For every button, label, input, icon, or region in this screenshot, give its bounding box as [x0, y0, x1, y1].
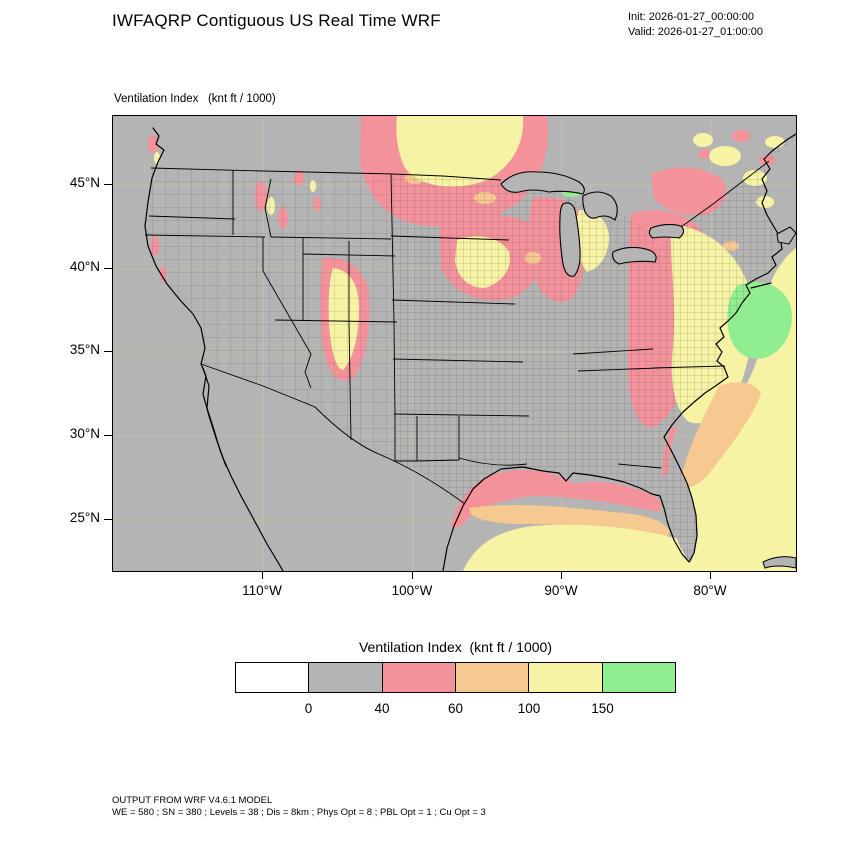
state-borders [144, 160, 770, 505]
lat-tick-label: 45°N [69, 175, 100, 190]
run-info: Init: 2026-01-27_00:00:00 Valid: 2026-01… [628, 10, 763, 41]
lon-tick-mark [262, 571, 264, 579]
legend-break-label: 100 [517, 701, 541, 716]
legend-break-label: 0 [304, 701, 313, 716]
legend-cell [455, 663, 530, 692]
lon-tick-label: 100°W [391, 583, 433, 598]
footer-config-line: WE = 580 ; SN = 380 ; Levels = 38 ; Dis … [112, 807, 486, 818]
legend-cell [382, 663, 456, 692]
page-title: IWFAQRP Contiguous US Real Time WRF [112, 11, 441, 30]
lat-tick-mark [104, 519, 112, 521]
valid-time-label: Valid: 2026-01-27_01:00:00 [628, 26, 763, 39]
lat-tick-label: 40°N [69, 259, 100, 274]
great-lakes [500, 171, 685, 277]
cuba [762, 556, 796, 569]
legend-cell [309, 663, 383, 692]
legend-cell [236, 663, 310, 692]
map-frame [112, 115, 797, 572]
lat-tick-mark [104, 435, 112, 437]
init-time-label: Init: 2026-01-27_00:00:00 [628, 11, 754, 23]
lat-tick-label: 35°N [69, 342, 100, 357]
footer-model-line: OUTPUT FROM WRF V4.6.1 MODEL [112, 795, 273, 806]
map-variable-label: Ventilation Index (knt ft / 1000) [114, 93, 276, 105]
lon-tick-label: 90°W [544, 583, 578, 598]
legend-cell [602, 663, 675, 692]
lon-tick-label: 80°W [693, 583, 727, 598]
legend-bar [235, 662, 676, 693]
lon-tick-mark [412, 571, 414, 579]
nova-scotia [776, 226, 796, 245]
legend-title: Ventilation Index (knt ft / 1000) [358, 639, 552, 655]
vi-tan-coastal-band [681, 382, 761, 488]
lat-tick-mark [104, 184, 112, 186]
legend-break-label: 150 [591, 701, 614, 716]
lon-tick-label: 110°W [242, 583, 282, 598]
lat-tick-mark [104, 268, 112, 270]
lon-tick-mark [710, 571, 712, 579]
legend-breaks: 0 40 60 100 150 [235, 701, 676, 719]
legend-break-label: 60 [447, 701, 464, 716]
conus-map [113, 116, 796, 571]
legend-cell [529, 663, 603, 692]
lon-tick-mark [561, 571, 563, 579]
legend-break-label: 40 [374, 701, 390, 716]
lat-tick-label: 25°N [69, 510, 100, 525]
county-texture [145, 136, 796, 562]
lat-tick-mark [104, 351, 112, 353]
lat-tick-label: 30°N [69, 426, 100, 441]
